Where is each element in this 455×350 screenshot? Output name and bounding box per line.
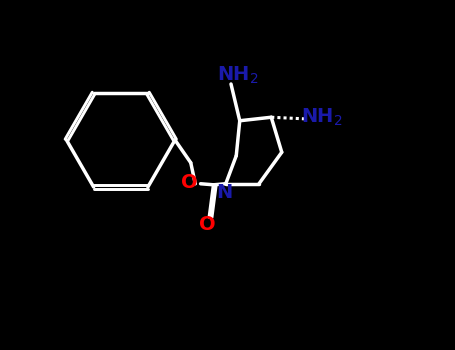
Text: NH$_2$: NH$_2$ bbox=[217, 65, 259, 86]
Text: N: N bbox=[216, 183, 232, 202]
Text: O: O bbox=[181, 173, 197, 191]
Text: NH$_2$: NH$_2$ bbox=[300, 107, 342, 128]
Text: O: O bbox=[199, 215, 216, 234]
